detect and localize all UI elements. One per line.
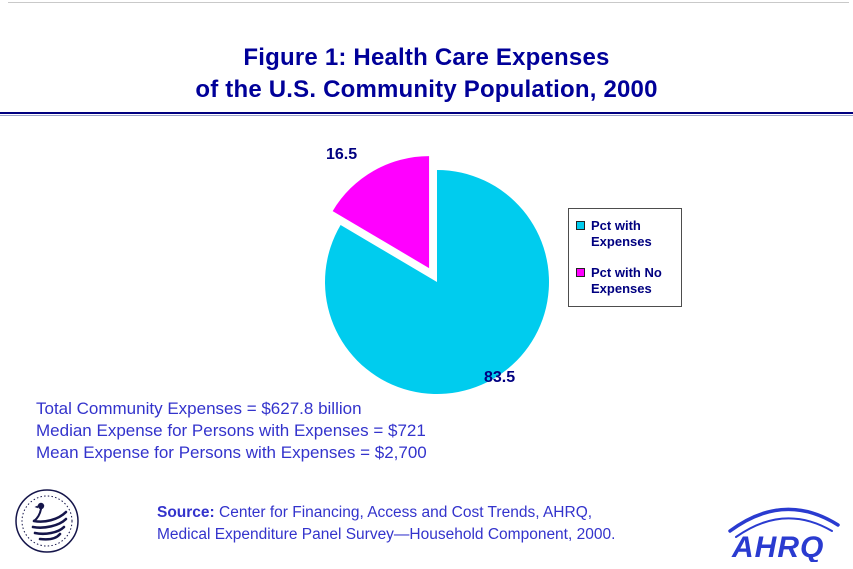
- hhs-seal-icon: [15, 489, 79, 553]
- pie-chart: [325, 156, 550, 394]
- eagle-neck: [33, 508, 42, 522]
- title-rule: [0, 112, 853, 114]
- stat-total-expenses: Total Community Expenses = $627.8 billio…: [36, 399, 362, 418]
- source-line-1: Source: Center for Financing, Access and…: [157, 502, 615, 524]
- legend-swatch-with-expenses: [576, 221, 585, 230]
- hhs-seal-outer-ring: [15, 489, 79, 553]
- source-note: Source: Center for Financing, Access and…: [157, 502, 615, 546]
- title-rule-shadow: [0, 115, 853, 116]
- eagle-head: [37, 502, 45, 510]
- title-line-1: Figure 1: Health Care Expenses: [243, 44, 610, 71]
- eagle-stripe-2: [31, 517, 68, 529]
- pie-label-with-expenses: 83.5: [484, 369, 516, 386]
- ahrq-logo: AHRQ: [728, 504, 840, 564]
- pie-slice-no-expenses: [332, 156, 430, 269]
- page-title: Figure 1: Health Care Expenses of the U.…: [0, 42, 853, 106]
- stat-mean-expense: Mean Expense for Persons with Expenses =…: [36, 443, 427, 462]
- source-text-1: Center for Financing, Access and Cost Tr…: [214, 504, 593, 521]
- eagle-beak: [34, 505, 38, 509]
- legend-swatch-no-expenses: [576, 268, 585, 277]
- legend-item-no-expenses: Pct with No Expenses: [576, 265, 674, 297]
- title-line-2: of the U.S. Community Population, 2000: [195, 76, 658, 103]
- eagle-stripe-1: [32, 510, 68, 523]
- ahrq-arc-1: [728, 507, 840, 533]
- hhs-seal-text-ring: [21, 495, 73, 547]
- ahrq-arc-2: [735, 517, 833, 538]
- ahrq-logo-icon: AHRQ: [728, 507, 840, 564]
- eagle-stripe-3: [33, 525, 66, 536]
- legend-label-with-expenses: Pct with Expenses: [591, 218, 652, 249]
- hhs-logo: [14, 488, 80, 554]
- eagle-stripe-4: [38, 532, 62, 541]
- legend-label-no-expenses: Pct with No Expenses: [591, 265, 662, 296]
- stat-median-expense: Median Expense for Persons with Expenses…: [36, 421, 426, 440]
- legend-item-with-expenses: Pct with Expenses: [576, 218, 674, 250]
- summary-stats: Total Community Expenses = $627.8 billio…: [36, 398, 427, 464]
- top-divider: [8, 2, 849, 3]
- pie-slice-with-expenses: [325, 170, 550, 394]
- source-text-2: Medical Expenditure Panel Survey—Househo…: [157, 526, 616, 543]
- pie-label-no-expenses: 16.5: [326, 146, 358, 163]
- source-label: Source:: [157, 504, 215, 521]
- chart-legend: Pct with Expenses Pct with No Expenses: [568, 208, 682, 307]
- ahrq-logo-text: AHRQ: [731, 531, 824, 562]
